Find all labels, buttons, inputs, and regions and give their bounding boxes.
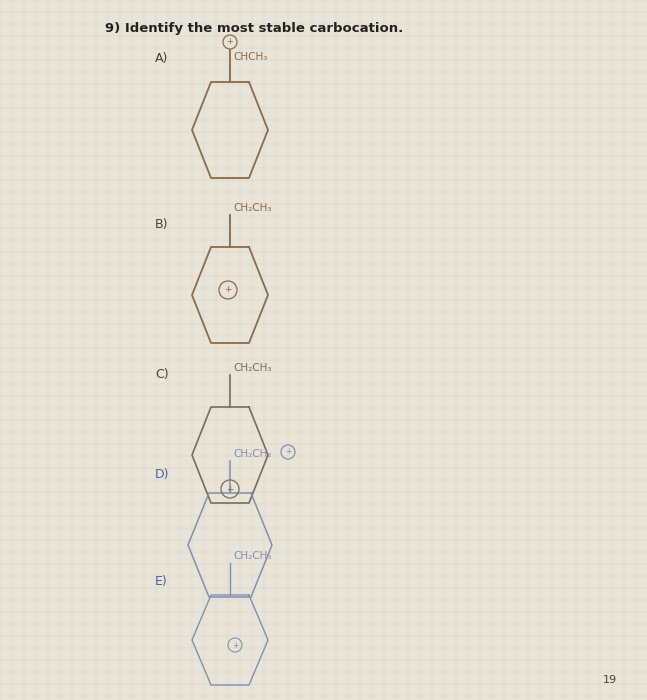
Text: +: +	[226, 484, 234, 494]
Text: CHCH₃: CHCH₃	[233, 52, 267, 62]
Text: CH₂CH₃: CH₂CH₃	[233, 363, 272, 373]
Text: E): E)	[155, 575, 168, 588]
Text: C): C)	[155, 368, 169, 381]
Text: A): A)	[155, 52, 168, 65]
Text: CH₂CH₃: CH₂CH₃	[233, 551, 272, 561]
Text: CH₂CH₂: CH₂CH₂	[233, 449, 272, 459]
Text: 9) Identify the most stable carbocation.: 9) Identify the most stable carbocation.	[105, 22, 403, 35]
Text: +: +	[225, 286, 232, 295]
Text: D): D)	[155, 468, 170, 481]
Text: 19: 19	[603, 675, 617, 685]
Text: CH₂CH₃: CH₂CH₃	[233, 203, 272, 213]
Text: B): B)	[155, 218, 168, 231]
Text: +: +	[226, 38, 234, 46]
Text: +: +	[285, 447, 291, 456]
Text: +: +	[232, 640, 238, 650]
